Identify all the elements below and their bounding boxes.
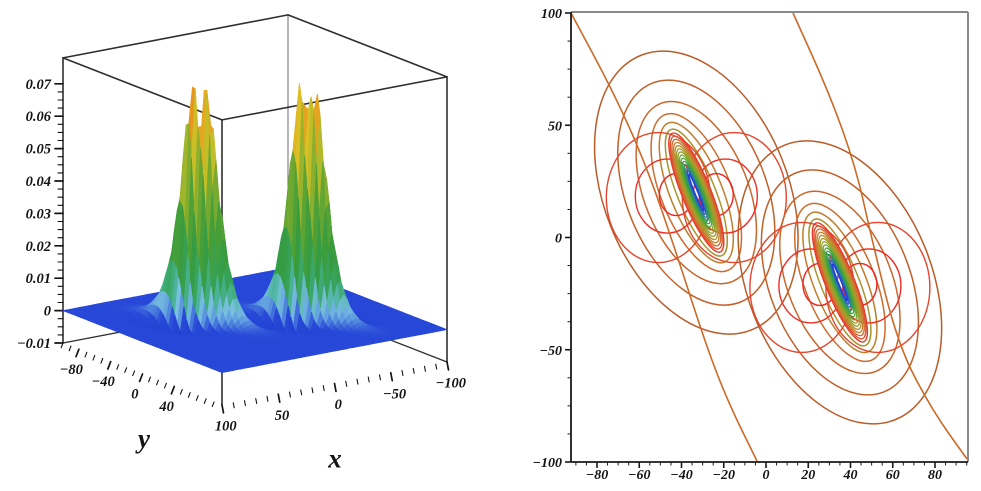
tick-label: 20 xyxy=(800,468,815,483)
tick-label: 0 xyxy=(335,397,342,413)
tick-label: 100 xyxy=(541,7,562,22)
tick-label: 0 xyxy=(555,232,562,247)
tick-label: −80 xyxy=(60,362,83,378)
axes-3d: −0.01 0 0.01 0.02 0.03 0.04 0.05 0.06 0.07 −80 −40… xyxy=(17,77,466,435)
tick-label: 0.03 xyxy=(26,206,51,222)
soliton-contours xyxy=(737,140,943,425)
contour-axes: −80 −60 −40 −20 0 20 40 60 80 100 50 0 −50 −100 xyxy=(533,7,969,483)
tick-label: 50 xyxy=(275,408,290,424)
tick-label: 0.05 xyxy=(26,142,51,158)
contour-plot-svg: −80 −60 −40 −20 0 20 40 60 80 100 50 0 −50 −100 xyxy=(533,7,969,483)
tick-label: 0.07 xyxy=(26,77,52,93)
tick-label: 50 xyxy=(548,119,562,134)
tick-label: 40 xyxy=(158,399,174,415)
tick-label: −50 xyxy=(383,386,406,402)
tick-label: −20 xyxy=(713,468,735,483)
contour-plot-panel: −80 −60 −40 −20 0 20 40 60 80 100 50 0 −50 −100 xyxy=(510,0,981,491)
tick-label: 100 xyxy=(215,419,237,435)
tick-label: 80 xyxy=(928,468,942,483)
tick-label: 60 xyxy=(886,468,900,483)
tick-label: 0 xyxy=(131,387,138,403)
tick-label: 0.04 xyxy=(26,174,51,190)
tick-label: −60 xyxy=(628,468,650,483)
tick-label: −80 xyxy=(586,468,608,483)
x-axis-letter: x xyxy=(328,443,342,474)
tick-label: 0 xyxy=(763,468,770,483)
tick-label: −100 xyxy=(533,456,562,471)
tick-label: −50 xyxy=(540,344,562,359)
tick-label: 0.01 xyxy=(26,271,51,287)
tick-label: 40 xyxy=(843,468,858,483)
contour-content xyxy=(571,12,968,462)
soliton-contours xyxy=(593,50,799,335)
tick-label: −40 xyxy=(670,468,692,483)
tick-label: −40 xyxy=(91,374,114,390)
open-contour-line xyxy=(792,12,968,460)
surface-plot-panel: −0.01 0 0.01 0.02 0.03 0.04 0.05 0.06 0.07 −80 −40… xyxy=(17,14,466,435)
y-axis-letter: y xyxy=(138,423,150,454)
tick-label: −100 xyxy=(435,376,466,392)
tick-label: 0.06 xyxy=(26,109,52,125)
open-contour-line xyxy=(571,12,758,462)
tick-label: −0.01 xyxy=(17,336,51,352)
surface-plot-svg: −0.01 0 0.01 0.02 0.03 0.04 0.05 0.06 0.07 −80 −40… xyxy=(17,14,466,435)
tick-label: 0.02 xyxy=(26,239,51,255)
surface-mesh xyxy=(61,83,449,373)
tick-label: 0 xyxy=(44,304,51,320)
